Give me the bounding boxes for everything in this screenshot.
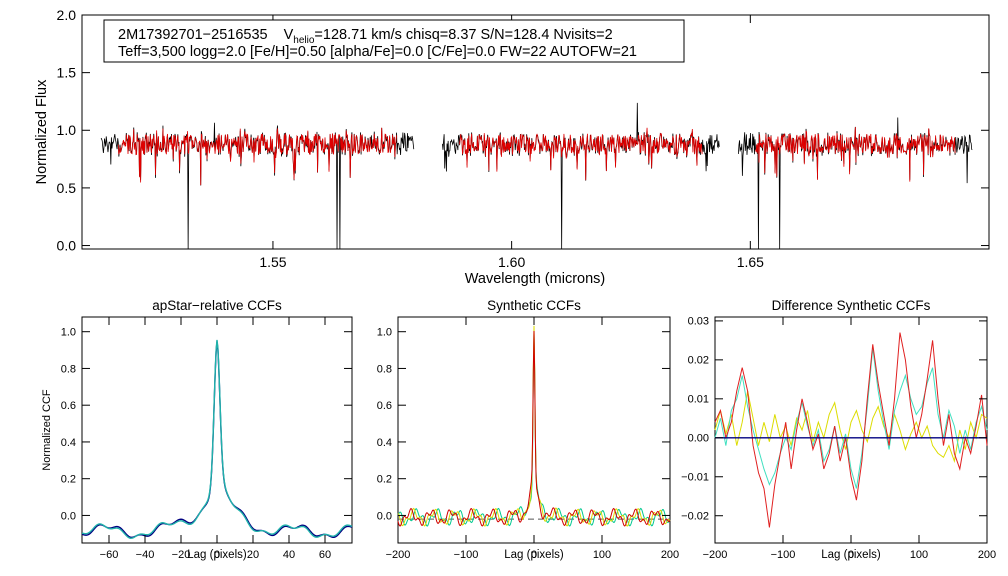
ytick-label: −0.01 <box>681 472 709 484</box>
spectrum-panel: 1.55 1.60 1.65 0.0 0.5 1.0 1.5 2.0 2M17392701−2… <box>34 7 990 287</box>
ytick-label: 0.6 <box>377 400 392 412</box>
xtick-label: 0 <box>848 549 854 561</box>
ccf2-xlabel: Lag (pixels) <box>504 549 564 561</box>
ccf2-series-2 <box>397 325 671 527</box>
ccf2-lines <box>397 325 671 527</box>
ccf1-lines <box>81 339 353 539</box>
spectrum-ylabel: Normalized Flux <box>34 79 50 184</box>
xtick-label: 0 <box>531 549 537 561</box>
ytick-label: 0.5 <box>57 180 77 196</box>
xtick-label: 1.55 <box>259 254 286 270</box>
spectrum-ticks: 1.55 1.60 1.65 0.0 0.5 1.0 1.5 2.0 <box>57 7 989 270</box>
ytick-label: 0.00 <box>688 433 709 445</box>
spectrum-lines <box>100 102 973 250</box>
ccf2-series-3 <box>397 331 671 527</box>
ccf3-lines <box>714 332 988 528</box>
ytick-label: 0.0 <box>57 237 77 253</box>
ytick-label: 2.0 <box>57 7 77 23</box>
xtick-label: −200 <box>386 549 411 561</box>
vhelio-sub: helio <box>293 35 315 46</box>
ytick-label: 0.02 <box>688 355 709 367</box>
ytick-label: 0.6 <box>61 400 76 412</box>
ytick-label: 0.2 <box>61 474 76 486</box>
annotation-line-1: 2M17392701−2516535 Vhelio=128.71 km/s ch… <box>118 27 613 46</box>
ytick-label: 0.0 <box>61 510 76 522</box>
xtick-label: 0 <box>214 549 220 561</box>
ccf3-ticks: −200 −100 0 100 200 −0.02 −0.01 0.00 0.01 0.02 0.0… <box>681 316 996 561</box>
xtick-label: 1.65 <box>737 254 764 270</box>
xtick-label: 20 <box>247 549 259 561</box>
xtick-label: −100 <box>771 549 796 561</box>
ccf3-xlabel: Lag (pixels) <box>821 549 881 561</box>
ccf2-title: Synthetic CCFs <box>487 298 581 313</box>
ytick-label: 1.5 <box>57 65 77 81</box>
ytick-label: 1.0 <box>61 327 76 339</box>
ccf1-series-2 <box>81 339 353 539</box>
xtick-label: 60 <box>319 549 331 561</box>
ccf2-ticks: −200 −100 0 100 200 0.0 0.2 0.4 0.6 0.8 1.0 <box>377 317 679 561</box>
spectrum-xlabel: Wavelength (microns) <box>465 271 605 287</box>
ytick-label: 0.8 <box>61 363 76 375</box>
ccf3-series-3 <box>714 348 988 489</box>
ytick-label: 0.4 <box>377 437 392 449</box>
ccf-panel-2: −200 −100 0 100 200 0.0 0.2 0.4 0.6 0.8 1.0 Synthe… <box>377 298 679 561</box>
ytick-label: 0.8 <box>377 363 392 375</box>
annotation-box <box>103 19 685 63</box>
observed-spectrum-chip-2 <box>442 102 720 250</box>
ytick-label: 1.0 <box>377 327 392 339</box>
xtick-label: −60 <box>100 549 119 561</box>
vhelio-rest: =128.71 km/s chisq=8.37 S/N=128.4 Nvisit… <box>314 27 612 43</box>
ytick-label: 0.4 <box>61 437 76 449</box>
ytick-label: 0.03 <box>688 316 709 328</box>
ccf-panel-1: −60 −40 −20 0 20 40 60 0.0 0.2 0.4 0.6 0.8 1.0 apSta… <box>41 298 353 561</box>
xtick-label: 200 <box>661 549 679 561</box>
ccf-panel-3: −200 −100 0 100 200 −0.02 −0.01 0.00 0.01 0.02 0.0… <box>681 298 996 561</box>
annotation-line-2: Teff=3,500 logg=2.0 [Fe/H]=0.50 [alpha/F… <box>118 44 637 60</box>
ccf1-frame <box>81 316 353 544</box>
ccf1-ylabel: Normalized CCF <box>41 389 53 471</box>
spectrum-frame <box>81 14 990 250</box>
model-spectrum-chip-3 <box>755 127 956 182</box>
ytick-label: −0.02 <box>681 511 709 523</box>
xtick-label: 40 <box>283 549 295 561</box>
xtick-label: −200 <box>703 549 728 561</box>
xtick-label: 200 <box>978 549 996 561</box>
model-spectrum-chip-2 <box>459 127 703 181</box>
xtick-label: −20 <box>172 549 191 561</box>
xtick-label: 100 <box>910 549 928 561</box>
ccf3-title: Difference Synthetic CCFs <box>772 298 931 313</box>
xtick-label: −100 <box>454 549 479 561</box>
ccf1-ticks: −60 −40 −20 0 20 40 60 0.0 0.2 0.4 0.6 0.8 1.0 <box>61 317 352 561</box>
ccf3-series-4 <box>714 332 988 528</box>
xtick-label: −40 <box>136 549 155 561</box>
ccf1-title: apStar−relative CCFs <box>152 298 282 313</box>
ccf1-series-1 <box>81 341 353 539</box>
ytick-label: 0.0 <box>377 510 392 522</box>
vhelio-prefix: V <box>284 27 294 43</box>
ytick-label: 1.0 <box>57 122 77 138</box>
model-spectrum-chip-1 <box>117 127 397 186</box>
star-id: 2M17392701−2516535 <box>118 27 268 43</box>
xtick-label: 1.60 <box>498 254 525 270</box>
ccf1-xlabel: Lag (pixels) <box>187 549 247 561</box>
xtick-label: 100 <box>593 549 611 561</box>
ytick-label: 0.2 <box>377 474 392 486</box>
ytick-label: 0.01 <box>688 394 709 406</box>
